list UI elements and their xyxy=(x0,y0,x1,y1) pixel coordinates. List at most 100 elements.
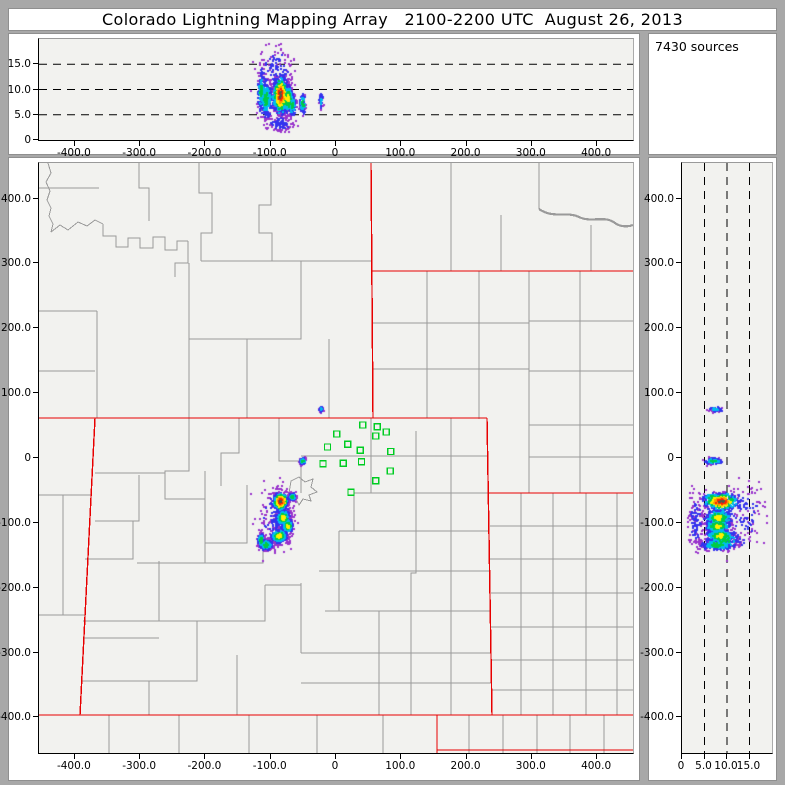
y-axis-tick xyxy=(676,521,681,523)
y-axis-tick xyxy=(33,88,38,90)
x-axis-tick-label: -400.0 xyxy=(56,147,91,159)
plan-view-scatter-canvas xyxy=(39,163,633,753)
x-axis-tick xyxy=(400,141,402,146)
x-axis-tick xyxy=(465,754,467,759)
ns-altitude-plot[interactable] xyxy=(681,162,773,754)
y-axis-tick-label: -300.0 xyxy=(0,646,31,659)
y-axis-tick-label: -200.0 xyxy=(640,581,674,594)
ns-altitude-panel: 0 5.0 10.0 15.0 400.0 300.0 200.0 100.0 0 -100.0 -… xyxy=(640,157,777,781)
y-axis-tick-label: 400.0 xyxy=(0,192,31,205)
x-axis-tick-label: 400.0 xyxy=(581,760,612,772)
x-axis-tick xyxy=(726,754,727,759)
y-axis-tick xyxy=(33,113,38,115)
y-axis-tick-label: 0 xyxy=(24,134,31,146)
sources-count-label: 7430 sources xyxy=(655,39,739,54)
x-axis-tick xyxy=(465,141,467,146)
x-axis-tick xyxy=(596,754,598,759)
plan-view-map-plot[interactable] xyxy=(38,162,634,754)
y-axis-tick xyxy=(33,327,38,329)
y-axis-tick-label: 100.0 xyxy=(643,387,674,400)
y-axis-tick xyxy=(676,327,681,329)
y-axis-tick-label: 300.0 xyxy=(0,257,31,270)
sources-count-panel: 7430 sources xyxy=(648,33,777,155)
x-axis-tick-label: 10.0 xyxy=(714,760,738,772)
x-axis-tick-label: -200.0 xyxy=(187,147,222,159)
x-axis-tick-label: 200.0 xyxy=(450,760,481,772)
x-axis-tick-label: 100.0 xyxy=(385,760,416,772)
ew-altitude-scatter-canvas xyxy=(39,39,633,140)
y-axis-tick-label: 400.0 xyxy=(643,192,674,205)
x-axis-tick xyxy=(269,754,271,759)
x-axis-tick-label: 200.0 xyxy=(450,147,481,159)
y-axis-tick xyxy=(33,262,38,264)
x-axis-tick-label: -200.0 xyxy=(187,760,222,772)
x-axis-tick-label: -100.0 xyxy=(252,760,287,772)
y-axis-tick xyxy=(33,651,38,653)
y-axis-tick-label: 10.0 xyxy=(7,83,31,96)
x-axis-tick xyxy=(204,754,206,759)
y-axis-tick xyxy=(676,586,681,588)
plan-view-map-panel: -400.0 -300.0 -200.0 -100.0 0 100.0 200.0 300.0… xyxy=(0,157,640,781)
y-axis-tick xyxy=(676,457,681,458)
y-axis-tick xyxy=(33,521,38,523)
y-axis-tick-label: -100.0 xyxy=(640,516,674,529)
x-axis-tick-label: 0 xyxy=(677,760,685,772)
x-axis-tick xyxy=(681,754,682,759)
x-axis-tick xyxy=(139,754,141,759)
x-axis-tick-label: 0 xyxy=(331,147,339,159)
x-axis-tick-label: 15.0 xyxy=(736,760,761,772)
x-axis-tick xyxy=(748,754,750,759)
y-axis-tick-label: -200.0 xyxy=(0,581,31,594)
x-axis-tick xyxy=(73,754,75,759)
x-axis-tick xyxy=(335,754,336,759)
ew-altitude-plot[interactable] xyxy=(38,38,634,141)
y-axis-tick-label: -300.0 xyxy=(640,646,674,659)
y-axis-tick xyxy=(676,392,681,394)
x-axis-tick xyxy=(139,141,141,146)
x-axis-tick-label: 5.0 xyxy=(695,760,712,772)
x-axis-tick-label: 300.0 xyxy=(515,147,546,159)
x-axis-tick-label: 100.0 xyxy=(385,147,416,159)
x-axis-tick xyxy=(530,141,532,146)
x-axis-tick-label: -100.0 xyxy=(252,147,287,159)
x-axis-tick-label: 300.0 xyxy=(515,760,546,772)
y-axis-tick-label: 5.0 xyxy=(14,108,31,121)
x-axis-tick xyxy=(269,141,271,146)
y-axis-tick xyxy=(33,392,38,394)
page-title: Colorado Lightning Mapping Array 2100-22… xyxy=(8,8,777,31)
x-axis-tick-label: 400.0 xyxy=(581,147,612,159)
x-axis-tick-label: -300.0 xyxy=(122,147,157,159)
x-axis-tick-label: 0 xyxy=(331,760,339,772)
y-axis-tick-label: -100.0 xyxy=(0,516,31,529)
x-axis-tick xyxy=(204,141,206,146)
x-axis-tick-label: -400.0 xyxy=(56,760,91,772)
y-axis-tick-label: -400.0 xyxy=(640,711,674,724)
x-axis-tick xyxy=(335,141,336,146)
y-axis-tick xyxy=(33,457,38,458)
y-axis-tick xyxy=(676,651,681,653)
y-axis-tick-label: 200.0 xyxy=(0,322,31,335)
x-axis-tick xyxy=(703,754,705,759)
y-axis-tick-label: 100.0 xyxy=(0,387,31,400)
ew-altitude-panel: -400.0 -300.0 -200.0 -100.0 0 100.0 200.0 300.0… xyxy=(7,33,640,159)
x-axis-tick xyxy=(596,141,598,146)
y-axis-tick-label: 0 xyxy=(24,452,31,464)
y-axis-tick-label: 200.0 xyxy=(643,322,674,335)
y-axis-tick xyxy=(33,716,38,718)
y-axis-tick xyxy=(676,716,681,718)
y-axis-tick xyxy=(676,197,681,199)
y-axis-tick xyxy=(676,262,681,264)
x-axis-tick xyxy=(530,754,532,759)
y-axis-tick-label: 300.0 xyxy=(643,257,674,270)
y-axis-tick xyxy=(33,586,38,588)
y-axis-tick-label: -400.0 xyxy=(0,711,31,724)
x-axis-tick-label: -300.0 xyxy=(122,760,157,772)
y-axis-tick xyxy=(33,63,38,65)
y-axis-tick-label: 0 xyxy=(667,452,674,464)
x-axis-tick xyxy=(73,141,75,146)
y-axis-tick-label: 15.0 xyxy=(7,58,31,71)
ns-altitude-scatter-canvas xyxy=(682,163,772,753)
y-axis-tick xyxy=(33,197,38,199)
y-axis-tick xyxy=(33,139,38,140)
